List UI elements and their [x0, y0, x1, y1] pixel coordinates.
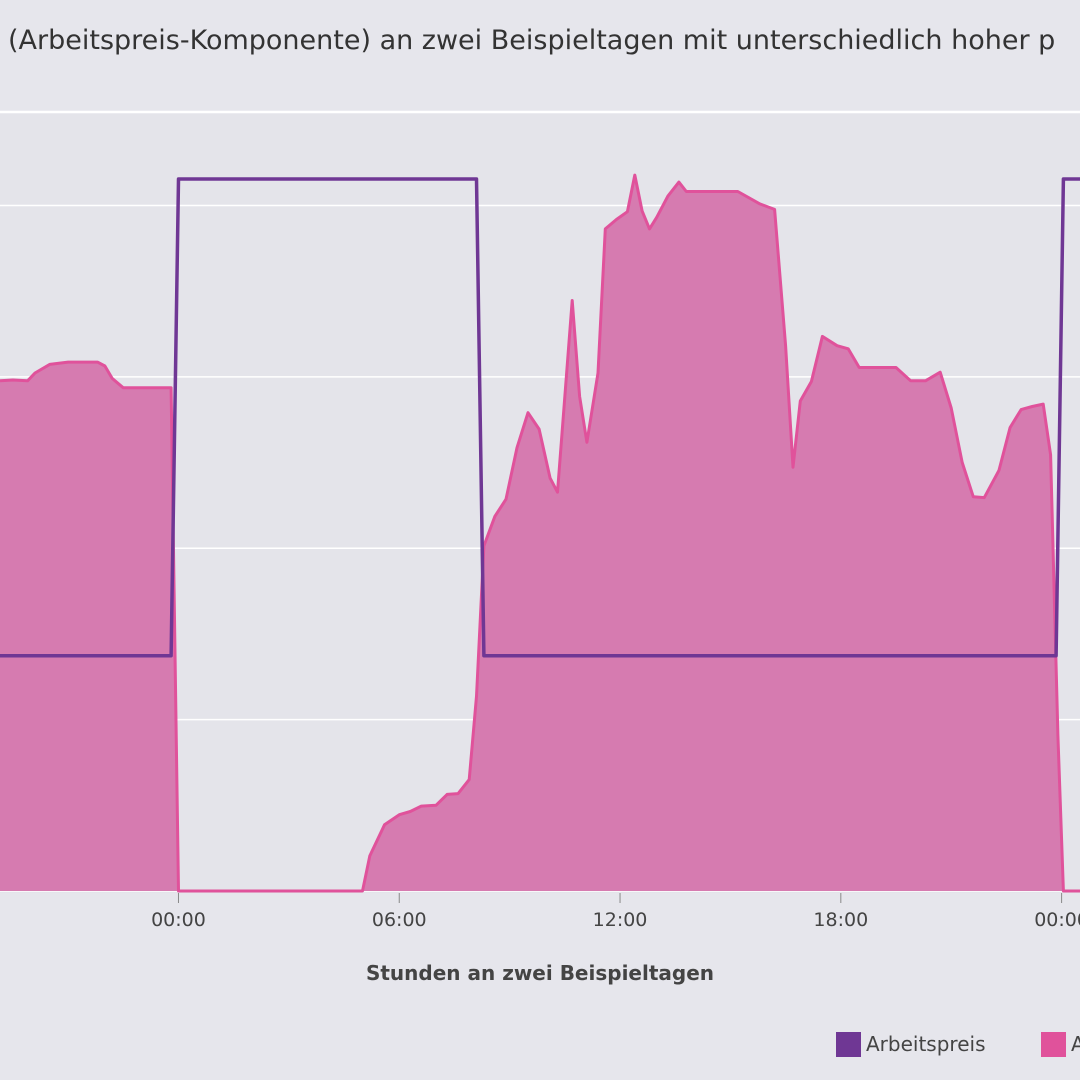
x-tick-label: 06:00: [372, 909, 427, 931]
x-tick-label: 12:00: [593, 909, 648, 931]
x-tick-label: 18:00: [813, 909, 868, 931]
chart-title: (Arbeitspreis-Komponente) an zwei Beispi…: [8, 25, 1055, 56]
series-area-line: [0, 173, 1080, 893]
legend-item[interactable]: Arbeitspreis: [836, 1032, 985, 1057]
series-area-fill: [0, 175, 1080, 892]
x-tick-label: 00:00: [1034, 909, 1080, 931]
series-line-arbeitspreis: [0, 177, 1080, 658]
legend-swatch: [1041, 1032, 1066, 1057]
legend[interactable]: Arbeitspreis A: [836, 1032, 1080, 1057]
legend-label: A: [1071, 1032, 1080, 1056]
legend-swatch: [836, 1032, 861, 1057]
x-axis-ticks: 00:00 06:00 12:00 18:00 00:00: [151, 893, 1080, 931]
legend-item[interactable]: A: [1041, 1032, 1080, 1057]
x-axis-title: Stunden an zwei Beispieltagen: [366, 961, 714, 985]
series-layer: [0, 173, 1080, 893]
x-tick-label: 00:00: [151, 909, 206, 931]
legend-label: Arbeitspreis: [866, 1032, 985, 1056]
